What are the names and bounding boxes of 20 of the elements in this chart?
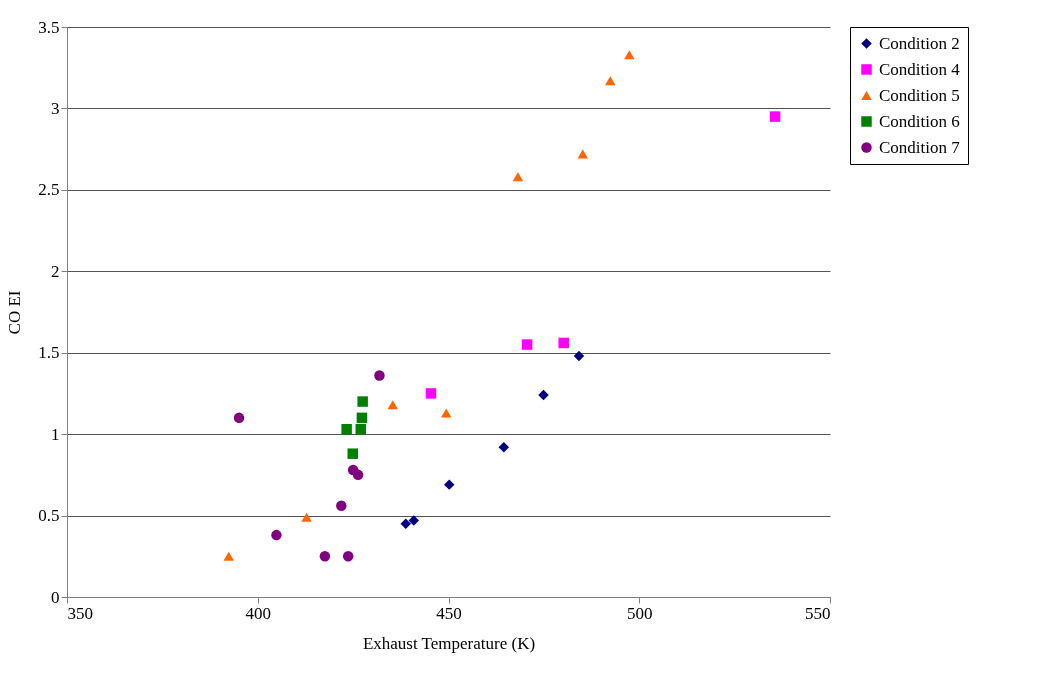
legend-label: Condition 6 xyxy=(879,111,960,131)
y-tick-label: 0 xyxy=(51,587,60,607)
y-tick-label: 3 xyxy=(51,98,60,118)
x-tick-label: 350 xyxy=(67,603,93,623)
x-tick-label: 500 xyxy=(627,603,653,623)
legend-label: Condition 5 xyxy=(879,85,960,105)
x-tick-label: 550 xyxy=(805,603,831,623)
x-tick-label: 400 xyxy=(245,603,271,623)
y-tick-label: 1 xyxy=(51,424,60,444)
x-tick-label: 450 xyxy=(436,603,462,623)
y-tick-label: 2 xyxy=(51,261,60,281)
legend-label: Condition 7 xyxy=(879,137,961,157)
legend-label: Condition 2 xyxy=(879,33,960,53)
y-tick-label: 2.5 xyxy=(38,180,60,200)
y-tick-label: 3.5 xyxy=(38,17,60,37)
y-axis-title: CO EI xyxy=(5,290,25,335)
x-axis-title: Exhaust Temperature (K) xyxy=(362,633,536,653)
legend-label: Condition 4 xyxy=(879,59,961,79)
y-tick-label: 1.5 xyxy=(38,343,60,363)
y-tick-label: 0.5 xyxy=(38,506,60,526)
